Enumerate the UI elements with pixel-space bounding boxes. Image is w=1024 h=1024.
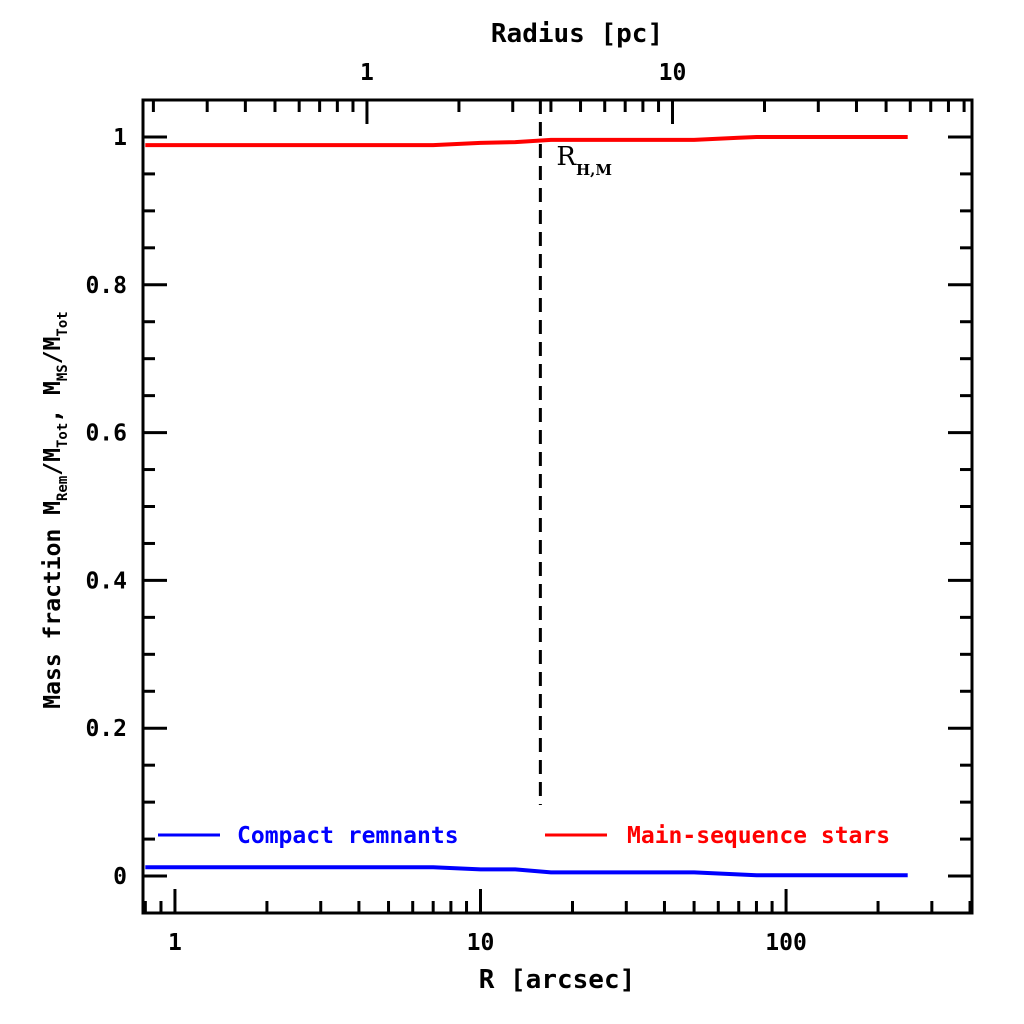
legend-label-main-sequence: Main-sequence stars [627, 823, 890, 849]
top-x-tick-label: 1 [360, 60, 374, 86]
y-axis-label-part: Rem [55, 476, 71, 501]
y-tick-label: 0 [113, 864, 127, 890]
series-lines [145, 135, 908, 878]
x-tick-label: 10 [467, 930, 495, 956]
series-line-main-sequence-stars [145, 135, 908, 148]
y-axis-label-part: /M [40, 448, 66, 476]
y-axis-label-part: , M [40, 381, 66, 423]
y-axis-label-part: /M [40, 337, 66, 365]
x-tick-label: 1 [168, 930, 182, 956]
top-x-axis-label: Radius [pc] [491, 19, 663, 49]
y-axis-label-part: Tot [55, 423, 71, 448]
x-axis-label: R [arcsec] [479, 965, 636, 995]
y-tick-label: 0.6 [85, 421, 127, 447]
series-line-compact-remnants [145, 865, 908, 878]
y-axis-label-part: Tot [55, 311, 71, 336]
y-tick-label: 0.8 [85, 273, 127, 299]
plot-frame [141, 98, 974, 915]
y-axis-label-part: Mass fraction M [40, 501, 66, 709]
half-mass-radius-label: RH,M [556, 142, 612, 179]
y-tick-label: 0.2 [85, 716, 127, 742]
legend-label-compact-remnants: Compact remnants [237, 823, 459, 849]
legend: Compact remnants Main-sequence stars [158, 823, 890, 849]
y-axis-label-part: MS [55, 364, 71, 381]
y-tick-label: 1 [113, 125, 127, 151]
y-tick-label: 0.4 [85, 568, 127, 594]
axis-ticks [143, 100, 972, 913]
top-x-tick-label: 10 [659, 60, 687, 86]
y-axis-label: Mass fraction MRem/MTot, MMS/MTot [40, 311, 71, 708]
x-tick-label: 100 [765, 930, 807, 956]
